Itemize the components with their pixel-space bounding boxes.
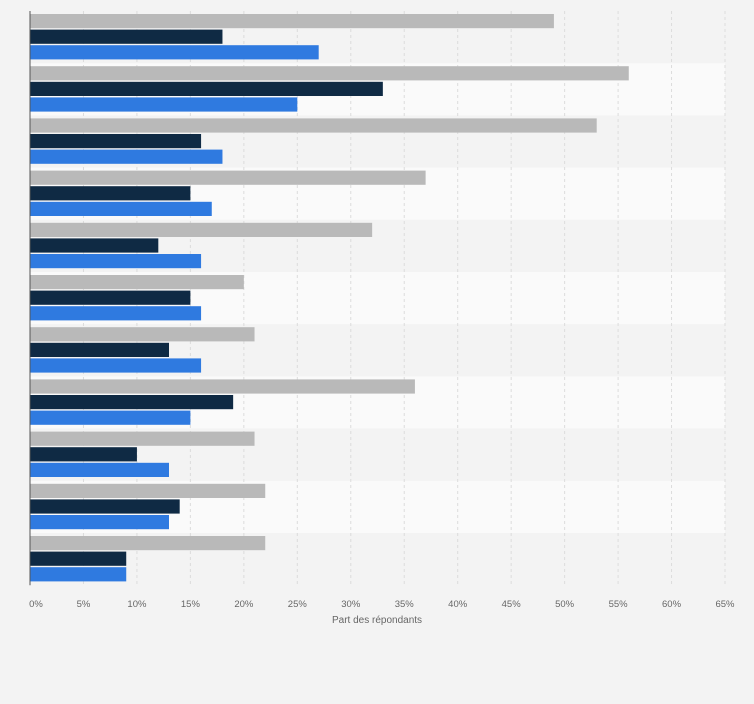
x-tick-label: 40% [448,599,468,610]
bar [30,186,191,201]
x-tick-label: 25% [288,599,308,610]
x-tick-label: 35% [395,599,415,610]
bar [30,483,266,498]
bar [30,97,298,112]
bars [30,14,629,582]
x-tick-label: 30% [341,599,361,610]
x-tick-label: 10% [127,599,147,610]
bar [30,567,127,582]
bar [30,66,629,81]
x-axis-title: Part des répondants [332,615,422,626]
x-tick-label: 15% [181,599,201,610]
bar [30,431,255,446]
x-tick-label: 50% [555,599,575,610]
bar [30,275,244,290]
bar [30,14,554,29]
x-tick-label: 0% [29,599,43,610]
bar [30,134,202,149]
bar [30,29,223,44]
bar [30,462,169,477]
x-axis-ticks: 0% 5% 10% 15% 20% 25% 30% 35% 40% 45% 50% 55% 60% 65% [29,599,735,610]
bar [30,118,597,133]
bar [30,358,202,373]
bar [30,395,234,410]
bar [30,222,373,237]
bar [30,149,223,164]
bar [30,327,255,342]
x-tick-label: 5% [77,599,91,610]
bar [30,499,180,514]
bar [30,45,319,60]
x-tick-label: 45% [502,599,522,610]
x-tick-label: 65% [715,599,735,610]
bar [30,410,191,425]
bar [30,342,169,357]
bar [30,201,212,216]
bar [30,379,415,394]
bar [30,170,426,185]
bar [30,515,169,530]
bar [30,81,383,96]
bar [30,551,127,566]
x-tick-label: 55% [609,599,629,610]
bar [30,290,191,305]
x-tick-label: 20% [234,599,254,610]
x-tick-label: 60% [662,599,682,610]
bar [30,254,202,269]
bar [30,306,202,321]
bar [30,238,159,253]
bar [30,447,137,462]
bar [30,536,266,551]
